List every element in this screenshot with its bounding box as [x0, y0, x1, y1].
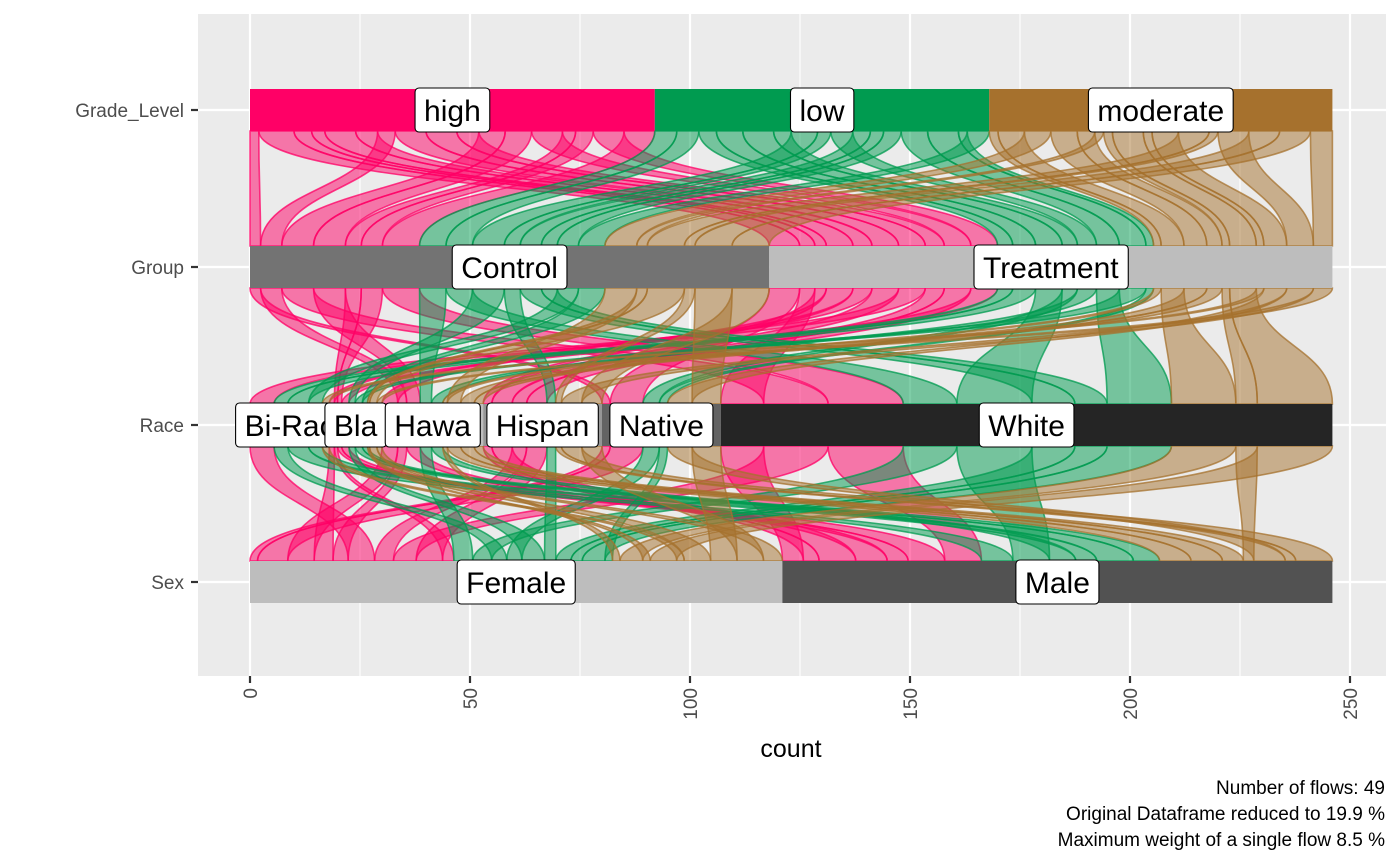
- x-tick-label-150: 150: [901, 688, 922, 720]
- node-label-group-control: Control: [451, 244, 568, 290]
- node-label-sex-male: Male: [1015, 559, 1100, 605]
- x-tick-label-50: 50: [461, 688, 482, 709]
- node-label-box: [973, 244, 1129, 290]
- caption-line: Number of flows: 49: [1216, 778, 1385, 799]
- y-tick-label-grade-level: Grade_Level: [75, 101, 184, 122]
- caption-line: Original Dataframe reduced to 19.9 %: [1066, 804, 1385, 825]
- node-label-text: moderate: [1097, 95, 1224, 128]
- node-label-race-white: White: [978, 402, 1075, 448]
- node-label-text: Hispan: [496, 410, 589, 443]
- node-label-text: Male: [1025, 567, 1090, 600]
- y-tick-label-group: Group: [131, 258, 184, 279]
- y-tick-label-sex: Sex: [151, 573, 184, 594]
- node-label-grade-level-low: low: [789, 87, 855, 133]
- node-label-race-black: Bla: [324, 402, 388, 448]
- node-label-box: [789, 87, 855, 133]
- node-label-grade-level-moderate: moderate: [1087, 87, 1234, 133]
- caption-line: Maximum weight of a single flow 8.5 %: [1058, 830, 1385, 851]
- y-tick-label-race: Race: [140, 416, 184, 437]
- node-label-race-bi-racial: Bi-Rac: [235, 402, 345, 448]
- x-axis-title: count: [760, 735, 821, 763]
- node-label-text: Native: [619, 410, 704, 443]
- x-tick-label-200: 200: [1121, 688, 1142, 720]
- flow-band: [1228, 287, 1334, 405]
- caption: Number of flows: 49 Original Dataframe re…: [1058, 778, 1385, 851]
- node-label-race-hispanic: Hispan: [486, 402, 599, 448]
- node-label-group-treatment: Treatment: [973, 244, 1129, 290]
- node-label-sex-female: Female: [456, 559, 576, 605]
- node-label-text: high: [424, 95, 481, 128]
- x-axis: 0 50 100 150 200 250: [241, 676, 1362, 720]
- node-label-text: Bla: [334, 410, 378, 443]
- node-label-box: [1087, 87, 1234, 133]
- node-label-text: Bi-Rac: [245, 410, 335, 443]
- node-label-text: White: [988, 410, 1065, 443]
- x-tick-label-100: 100: [681, 688, 702, 720]
- flow-band: [249, 130, 262, 247]
- node-label-text: Treatment: [983, 252, 1119, 285]
- x-tick-label-0: 0: [241, 688, 262, 699]
- node-label-box: [1015, 559, 1100, 605]
- node-label-grade-level-high: high: [414, 87, 491, 133]
- node-label-text: Hawa: [394, 410, 471, 443]
- y-axis: Grade_Level Group Race Sex: [75, 101, 198, 594]
- node-label-text: low: [799, 95, 844, 128]
- node-label-box: [414, 87, 491, 133]
- node-labels: high low moderate Control Treatment Bi-Rac Bla…: [235, 87, 1234, 605]
- node-label-text: Control: [461, 252, 558, 285]
- node-label-box: [384, 402, 481, 448]
- node-label-box: [486, 402, 599, 448]
- node-label-text: Female: [466, 567, 566, 600]
- node-label-race-hawaiian: Hawa: [384, 402, 481, 448]
- node-label-box: [451, 244, 568, 290]
- flow-band: [1309, 130, 1334, 247]
- node-label-box: [978, 402, 1075, 448]
- flows: [249, 130, 1334, 562]
- node-label-race-native: Native: [609, 402, 714, 448]
- node-label-box: [609, 402, 714, 448]
- node-label-box: [456, 559, 576, 605]
- x-tick-label-250: 250: [1341, 688, 1362, 720]
